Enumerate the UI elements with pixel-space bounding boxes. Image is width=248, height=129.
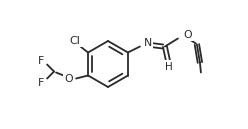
Text: O: O (64, 75, 73, 84)
Text: F: F (38, 55, 44, 66)
Text: Cl: Cl (70, 35, 81, 46)
Text: O: O (164, 62, 172, 71)
Text: H: H (165, 62, 173, 71)
Text: F: F (38, 78, 44, 87)
Text: N: N (144, 38, 152, 47)
Text: O: O (183, 30, 191, 39)
